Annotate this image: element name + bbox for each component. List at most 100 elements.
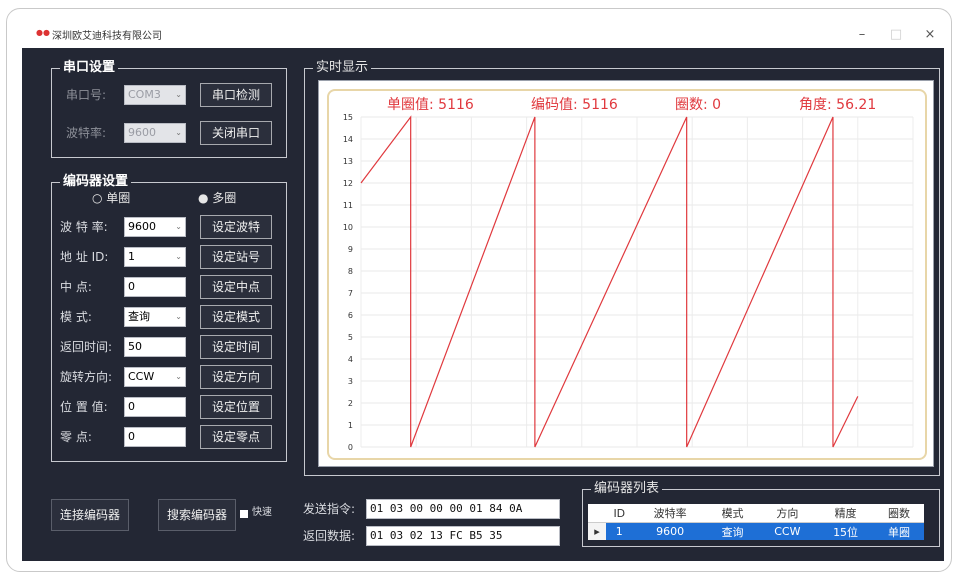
- y-tick-label: 5: [348, 333, 353, 342]
- y-tick-label: 0: [348, 443, 353, 452]
- encoder-setting-label: 地 址 ID:: [60, 250, 109, 264]
- encoder-setting-button[interactable]: 设定中点: [200, 275, 272, 299]
- title-bar: ●● 深圳欧艾迪科技有限公司 – □ ×: [22, 22, 944, 48]
- chevron-down-icon: ⌄: [175, 372, 182, 381]
- encoder-setting-button[interactable]: 设定位置: [200, 395, 272, 419]
- serial-settings-group: 串口设置 串口号: COM3 ⌄ 串口检测 波特率: 9600 ⌄ 关闭串口: [51, 60, 287, 158]
- encoder-setting-button[interactable]: 设定时间: [200, 335, 272, 359]
- fast-checkbox[interactable]: [240, 510, 248, 518]
- y-tick-label: 15: [343, 113, 353, 122]
- send-command-field[interactable]: 01 03 00 00 00 01 84 0A: [366, 499, 560, 519]
- encoder-value: 编码值: 5116: [531, 97, 618, 113]
- encoder-setting-value: 0: [128, 280, 135, 293]
- single-turn-value: 单圈值: 5116: [387, 97, 474, 113]
- column-header[interactable]: 方向: [757, 504, 818, 523]
- encoder-setting-select[interactable]: 查询 ⌄: [124, 307, 186, 327]
- y-tick-label: 11: [343, 201, 353, 210]
- encoder-setting-value: 0: [128, 430, 135, 443]
- encoder-setting-field[interactable]: 0: [124, 427, 186, 447]
- encoder-setting-button[interactable]: 设定波特: [200, 215, 272, 239]
- angle-value: 角度: 56.21: [799, 97, 877, 113]
- column-header[interactable]: 精度: [817, 504, 874, 523]
- realtime-label: 实时显示: [313, 60, 372, 76]
- turns-value: 圈数: 0: [675, 97, 722, 113]
- search-encoder-button[interactable]: 搜索编码器: [158, 499, 236, 531]
- radio-checked-icon: ●: [198, 191, 213, 205]
- row-selector-icon[interactable]: ▸: [588, 522, 606, 540]
- chevron-down-icon: ⌄: [175, 222, 182, 231]
- chevron-down-icon: ⌄: [175, 128, 182, 137]
- column-header[interactable]: 圈数: [873, 504, 924, 523]
- y-tick-label: 3: [348, 377, 353, 386]
- y-tick-label: 1: [348, 421, 353, 430]
- chevron-down-icon: ⌄: [175, 312, 182, 321]
- encoder-setting-label: 零 点:: [60, 430, 92, 444]
- port-label: 串口号:: [66, 88, 107, 102]
- y-tick-label: 6: [348, 311, 353, 320]
- chart-panel: 0 1 2 3 4 5 6 7 8 9 10 11 12 13 14 15 单圈值: 5116 编码值: 51…: [318, 80, 934, 467]
- encoder-table: ID 波特率 模式 方向 精度 圈数 ▸ 1 9600 查询 CCW 15位 单圈: [588, 504, 924, 540]
- encoder-list-group: 编码器列表: [582, 481, 940, 547]
- window-title: 深圳欧艾迪科技有限公司: [52, 31, 162, 42]
- close-button[interactable]: ×: [924, 27, 936, 42]
- detect-port-button[interactable]: 串口检测: [200, 83, 272, 107]
- encoder-setting-button[interactable]: 设定模式: [200, 305, 272, 329]
- serial-settings-label: 串口设置: [60, 60, 119, 76]
- send-command-label: 发送指令:: [303, 502, 356, 516]
- encoder-list-label: 编码器列表: [591, 481, 663, 497]
- y-tick-label: 12: [343, 179, 353, 188]
- chart-area: 0 1 2 3 4 5 6 7 8 9 10 11 12 13 14 15 单圈值: 5116 编码值: 51…: [327, 89, 927, 460]
- encoder-setting-value: 1: [128, 250, 135, 263]
- encoder-setting-select[interactable]: CCW ⌄: [124, 367, 186, 387]
- mode-multi-label: 多圈: [212, 191, 237, 205]
- minimize-button[interactable]: –: [858, 27, 866, 42]
- table-cell: 15位: [817, 522, 874, 540]
- series-line: [360, 115, 859, 448]
- connect-encoder-button[interactable]: 连接编码器: [51, 499, 129, 531]
- y-tick-label: 8: [348, 267, 353, 276]
- port-select[interactable]: COM3 ⌄: [124, 85, 186, 105]
- encoder-setting-field[interactable]: 0: [124, 397, 186, 417]
- encoder-setting-label: 位 置 值:: [60, 400, 108, 414]
- table-cell: 9600: [632, 522, 708, 540]
- mode-multi-radio[interactable]: ● 多圈: [198, 189, 236, 207]
- row-marker-header: [588, 504, 606, 523]
- mode-single-label: 单圈: [106, 191, 131, 205]
- maximize-button[interactable]: □: [889, 27, 903, 42]
- mode-single-radio[interactable]: ○ 单圈: [92, 189, 130, 207]
- encoder-settings-label: 编码器设置: [60, 174, 132, 190]
- encoder-setting-select[interactable]: 9600 ⌄: [124, 217, 186, 237]
- return-data-label: 返回数据:: [303, 529, 356, 543]
- y-tick-label: 14: [343, 135, 353, 144]
- encoder-setting-field[interactable]: 50: [124, 337, 186, 357]
- table-cell: 查询: [707, 522, 758, 540]
- realtime-group: 实时显示: [304, 60, 940, 476]
- app-logo-icon: ●●: [36, 28, 50, 37]
- encoder-setting-field[interactable]: 0: [124, 277, 186, 297]
- column-header[interactable]: 波特率: [632, 504, 708, 523]
- table-cell: CCW: [757, 522, 818, 540]
- return-data-field[interactable]: 01 03 02 13 FC B5 35: [366, 526, 560, 546]
- encoder-setting-button[interactable]: 设定站号: [200, 245, 272, 269]
- y-tick-label: 2: [348, 399, 353, 408]
- baud-value: 9600: [128, 126, 156, 139]
- table-row[interactable]: ▸ 1 9600 查询 CCW 15位 单圈: [588, 522, 924, 540]
- port-value: COM3: [128, 88, 161, 101]
- encoder-setting-value: 0: [128, 400, 135, 413]
- encoder-setting-button[interactable]: 设定方向: [200, 365, 272, 389]
- column-header[interactable]: ID: [606, 504, 633, 523]
- chevron-down-icon: ⌄: [175, 90, 182, 99]
- encoder-setting-select[interactable]: 1 ⌄: [124, 247, 186, 267]
- encoder-setting-button[interactable]: 设定零点: [200, 425, 272, 449]
- encoder-setting-value: 9600: [128, 220, 156, 233]
- encoder-setting-value: 查询: [128, 310, 150, 323]
- y-tick-label: 13: [343, 157, 353, 166]
- y-tick-label: 10: [343, 223, 353, 232]
- table-cell: 1: [606, 522, 633, 540]
- y-tick-label: 7: [348, 289, 353, 298]
- close-port-button[interactable]: 关闭串口: [200, 121, 272, 145]
- baud-select[interactable]: 9600 ⌄: [124, 123, 186, 143]
- encoder-setting-label: 模 式:: [60, 310, 92, 324]
- column-header[interactable]: 模式: [707, 504, 758, 523]
